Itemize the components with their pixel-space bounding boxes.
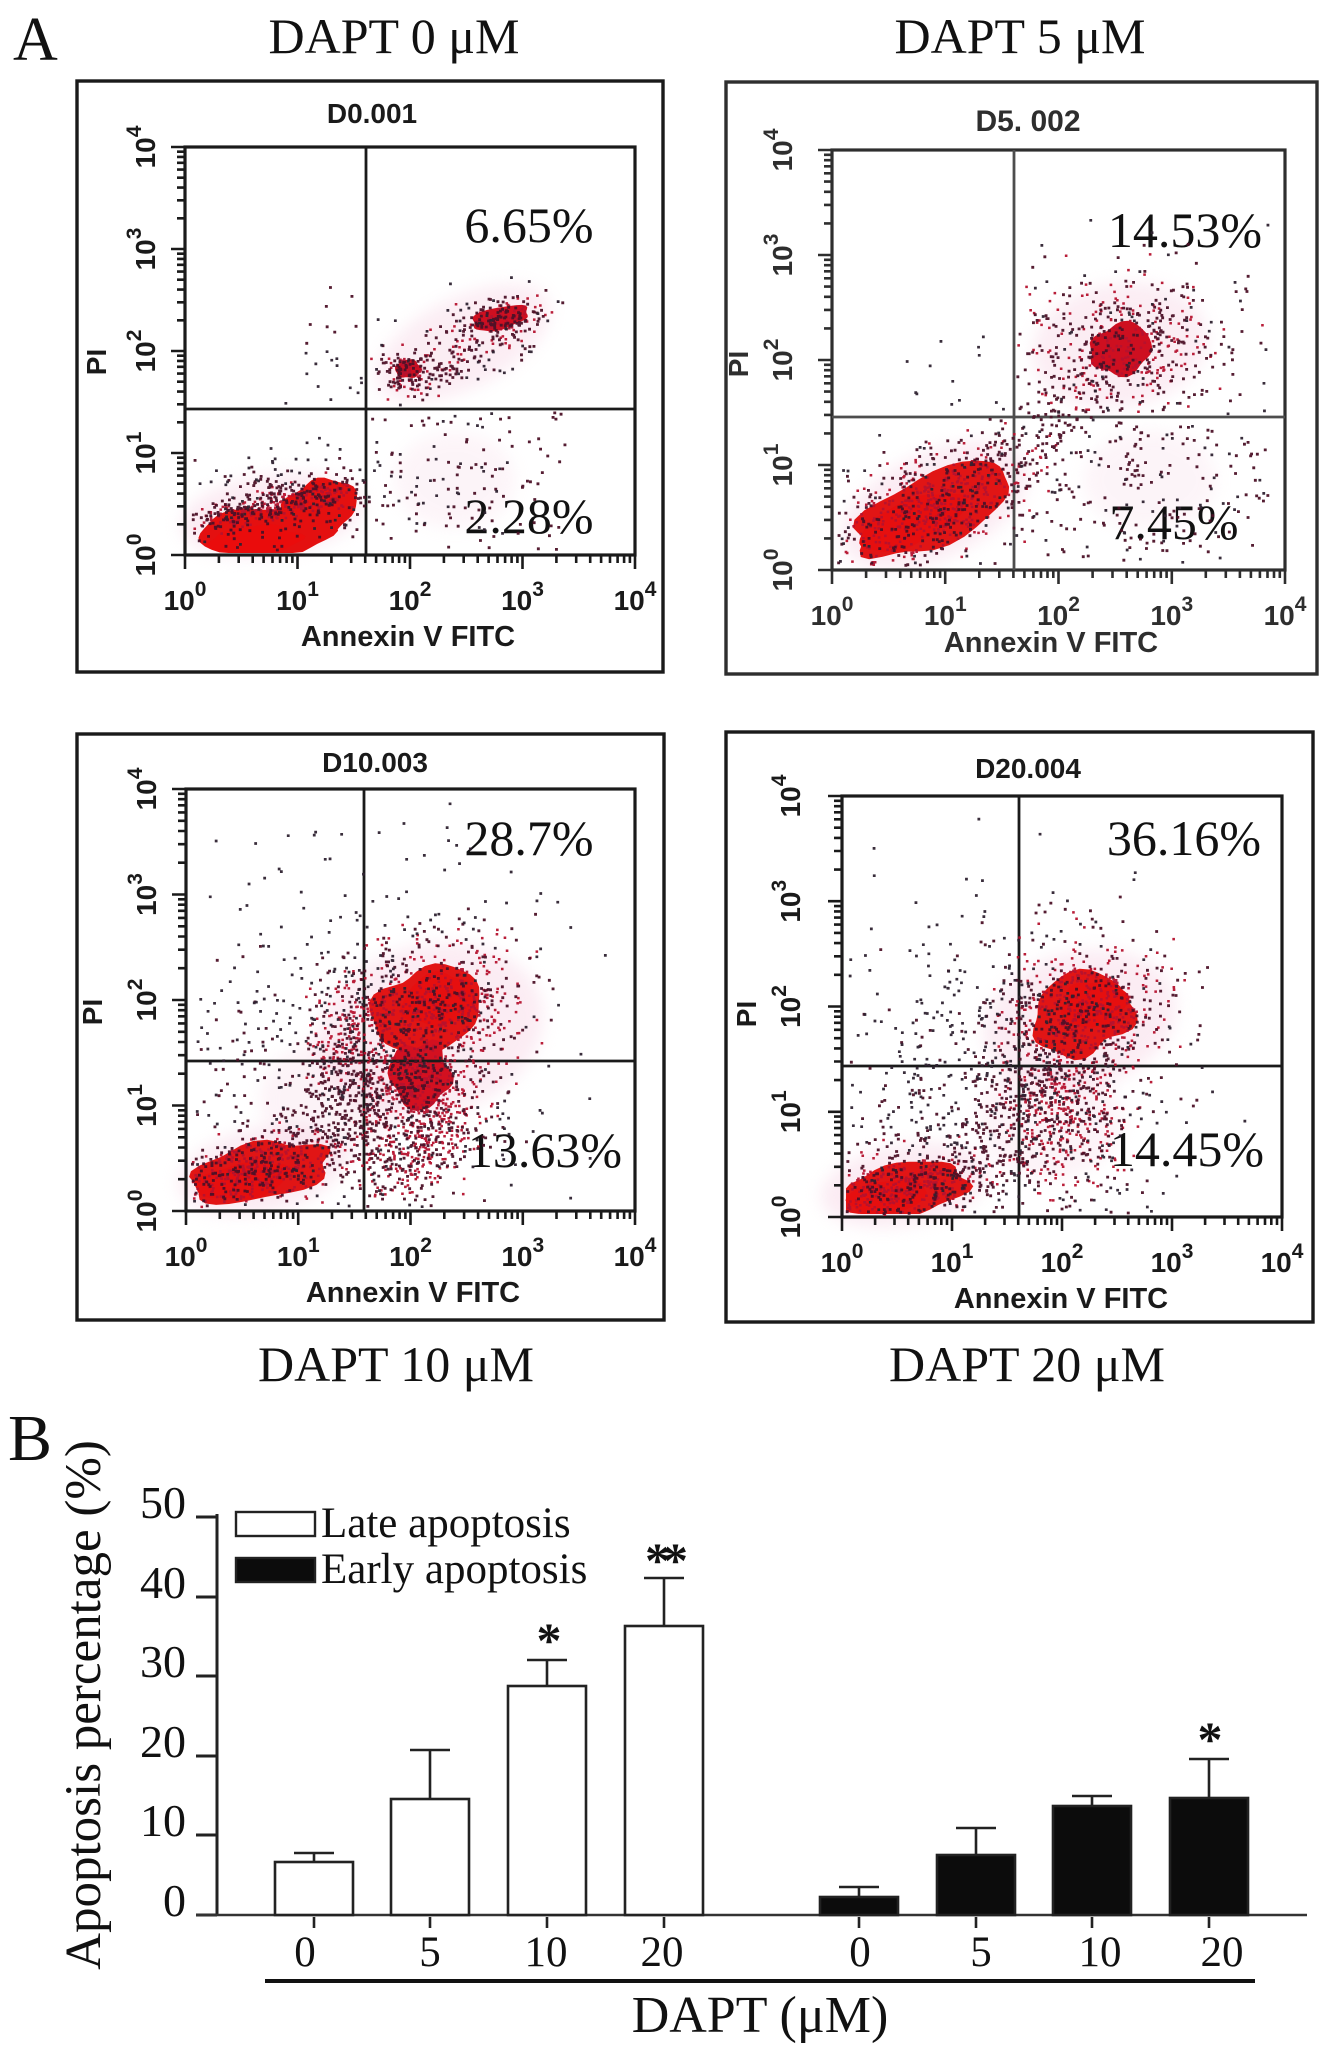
svg-text:DAPT 20 μM: DAPT 20 μM xyxy=(889,1336,1165,1392)
svg-text:PI: PI xyxy=(723,351,754,377)
svg-text:104: 104 xyxy=(760,128,798,171)
svg-text:102: 102 xyxy=(124,979,162,1022)
svg-text:Annexin V FITC: Annexin V FITC xyxy=(944,627,1158,659)
svg-text:104: 104 xyxy=(123,125,161,168)
svg-text:6.65%: 6.65% xyxy=(464,197,593,253)
svg-text:100: 100 xyxy=(164,578,207,616)
svg-text:102: 102 xyxy=(1037,593,1080,631)
svg-text:102: 102 xyxy=(389,578,432,616)
svg-text:5: 5 xyxy=(419,1929,441,1976)
svg-text:20: 20 xyxy=(641,1929,684,1976)
svg-text:100: 100 xyxy=(760,549,798,592)
svg-text:0: 0 xyxy=(163,1875,186,1926)
svg-text:102: 102 xyxy=(389,1234,432,1272)
svg-text:100: 100 xyxy=(821,1240,864,1278)
svg-text:100: 100 xyxy=(811,593,854,631)
svg-text:D20.004: D20.004 xyxy=(975,753,1081,784)
svg-text:40: 40 xyxy=(140,1557,186,1608)
svg-text:5: 5 xyxy=(970,1929,992,1976)
svg-text:14.53%: 14.53% xyxy=(1108,202,1262,258)
svg-text:104: 104 xyxy=(1264,593,1307,631)
svg-text:20: 20 xyxy=(1201,1929,1244,1976)
svg-text:104: 104 xyxy=(1261,1240,1304,1278)
svg-text:100: 100 xyxy=(124,1190,162,1233)
svg-text:30: 30 xyxy=(140,1636,186,1687)
svg-text:50: 50 xyxy=(140,1477,186,1528)
svg-text:13.63%: 13.63% xyxy=(468,1122,622,1178)
svg-text:103: 103 xyxy=(768,880,806,923)
svg-text:100: 100 xyxy=(165,1234,208,1272)
svg-text:Annexin V FITC: Annexin V FITC xyxy=(301,621,515,653)
svg-text:10: 10 xyxy=(140,1795,186,1846)
svg-text:D5. 002: D5. 002 xyxy=(975,105,1080,138)
svg-text:104: 104 xyxy=(614,1234,657,1272)
svg-text:103: 103 xyxy=(501,1234,544,1272)
svg-text:101: 101 xyxy=(276,578,319,616)
svg-text:Late apoptosis: Late apoptosis xyxy=(321,1500,571,1547)
svg-text:103: 103 xyxy=(1150,593,1193,631)
svg-text:101: 101 xyxy=(124,1084,162,1127)
svg-text:101: 101 xyxy=(768,1090,806,1133)
svg-text:*: * xyxy=(1198,1711,1223,1767)
svg-text:101: 101 xyxy=(277,1234,320,1272)
svg-text:103: 103 xyxy=(124,873,162,916)
svg-text:DAPT 0 μM: DAPT 0 μM xyxy=(269,8,520,64)
svg-text:Apoptosis percentage (%): Apoptosis percentage (%) xyxy=(56,1440,112,1970)
svg-text:PI: PI xyxy=(77,999,108,1025)
svg-text:D0.001: D0.001 xyxy=(327,98,417,129)
svg-text:103: 103 xyxy=(501,578,544,616)
svg-text:10: 10 xyxy=(525,1929,568,1976)
svg-text:101: 101 xyxy=(924,593,967,631)
svg-text:36.16%: 36.16% xyxy=(1107,810,1261,866)
svg-text:101: 101 xyxy=(931,1240,974,1278)
svg-text:104: 104 xyxy=(768,774,806,817)
svg-text:**: ** xyxy=(645,1532,686,1588)
svg-text:7.45%: 7.45% xyxy=(1109,494,1238,550)
svg-text:2.28%: 2.28% xyxy=(464,488,593,544)
svg-text:PI: PI xyxy=(81,349,112,375)
svg-text:*: * xyxy=(537,1612,562,1668)
svg-text:102: 102 xyxy=(123,330,161,373)
svg-text:104: 104 xyxy=(124,767,162,810)
svg-text:Early apoptosis: Early apoptosis xyxy=(321,1546,587,1593)
svg-text:100: 100 xyxy=(768,1196,806,1239)
svg-text:DAPT (μM): DAPT (μM) xyxy=(632,1987,889,2044)
svg-text:103: 103 xyxy=(760,234,798,277)
svg-text:Annexin V FITC: Annexin V FITC xyxy=(306,1277,520,1309)
svg-text:10: 10 xyxy=(1079,1929,1122,1976)
svg-text:14.45%: 14.45% xyxy=(1110,1121,1264,1177)
svg-text:DAPT 10 μM: DAPT 10 μM xyxy=(258,1336,534,1392)
svg-text:101: 101 xyxy=(760,443,798,486)
svg-text:0: 0 xyxy=(849,1929,871,1976)
svg-text:103: 103 xyxy=(1151,1240,1194,1278)
svg-text:104: 104 xyxy=(614,578,657,616)
svg-text:20: 20 xyxy=(140,1716,186,1767)
svg-text:B: B xyxy=(8,1402,52,1475)
svg-text:102: 102 xyxy=(760,339,798,382)
svg-text:103: 103 xyxy=(123,228,161,271)
svg-text:100: 100 xyxy=(123,534,161,577)
svg-text:D10.003: D10.003 xyxy=(322,747,428,778)
svg-text:PI: PI xyxy=(731,1001,762,1027)
svg-text:0: 0 xyxy=(294,1929,316,1976)
svg-text:Annexin V FITC: Annexin V FITC xyxy=(954,1283,1168,1315)
svg-text:28.7%: 28.7% xyxy=(464,810,593,866)
svg-text:102: 102 xyxy=(1041,1240,1084,1278)
svg-text:A: A xyxy=(13,6,58,74)
svg-text:102: 102 xyxy=(768,985,806,1028)
svg-text:DAPT 5 μM: DAPT 5 μM xyxy=(895,8,1146,64)
svg-text:101: 101 xyxy=(123,431,161,474)
